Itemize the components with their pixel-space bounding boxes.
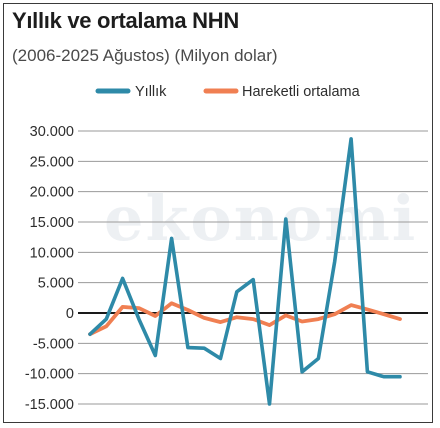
y-tick-label: -5.000 <box>33 336 74 352</box>
y-tick-label: 30.000 <box>30 124 74 140</box>
legend-label: Yıllık <box>135 84 167 100</box>
y-axis-ticks: 30.000 25.000 20.000 15.000 10.000 5.000 0 -5.0… <box>25 124 74 413</box>
legend-label: Hareketli ortalama <box>242 84 361 100</box>
y-tick-label: 15.000 <box>30 215 74 231</box>
watermark-text: ekonomi <box>104 182 418 255</box>
chart-title: Yıllık ve ortalama NHN <box>12 8 239 33</box>
y-tick-label: -10.000 <box>25 367 74 383</box>
y-tick-label: 10.000 <box>30 245 74 261</box>
y-tick-label: -15.000 <box>25 397 74 413</box>
series-lines <box>88 137 402 406</box>
y-tick-label: 5.000 <box>38 276 74 292</box>
y-tick-label: 20.000 <box>30 185 74 201</box>
legend: Yıllık Hareketli ortalama <box>95 84 361 100</box>
chart-frame: ekonomi Yıllık ve ortalama NHN (2006-202… <box>3 3 433 423</box>
grid-lines <box>78 130 428 405</box>
series-line-hareketli-ortalama <box>88 301 402 337</box>
y-tick-label: 0 <box>66 306 74 322</box>
chart-subtitle: (2006-2025 Ağustos) (Milyon dolar) <box>12 46 278 65</box>
line-chart: 30.000 25.000 20.000 15.000 10.000 5.000 0 -5.0… <box>25 84 428 413</box>
series-line-yillik <box>88 137 402 406</box>
y-tick-label: 25.000 <box>30 154 74 170</box>
